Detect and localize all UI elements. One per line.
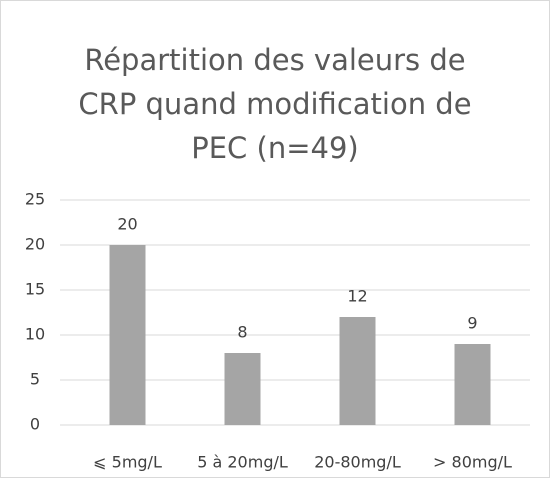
y-tick-label: 0 [30, 415, 40, 434]
bar [339, 317, 376, 425]
bar [454, 344, 491, 425]
y-tick-label: 20 [25, 235, 45, 254]
y-tick-label: 10 [25, 325, 45, 344]
data-label: 9 [467, 314, 477, 333]
y-tick-label: 15 [25, 280, 45, 299]
data-label: 20 [117, 215, 137, 234]
y-tick-label: 5 [30, 370, 40, 389]
chart-title: Répartition des valeurs de CRP quand mod… [78, 43, 472, 165]
bar [224, 353, 261, 425]
x-tick-label: > 80mg/L [433, 453, 512, 472]
bar [109, 245, 146, 425]
y-tick-label: 25 [25, 190, 45, 209]
data-label: 8 [237, 323, 247, 342]
x-tick-label: ⩽ 5mg/L [93, 453, 162, 472]
x-tick-label: 5 à 20mg/L [197, 453, 288, 472]
x-tick-label: 20-80mg/L [314, 453, 401, 472]
data-label: 12 [347, 287, 367, 306]
